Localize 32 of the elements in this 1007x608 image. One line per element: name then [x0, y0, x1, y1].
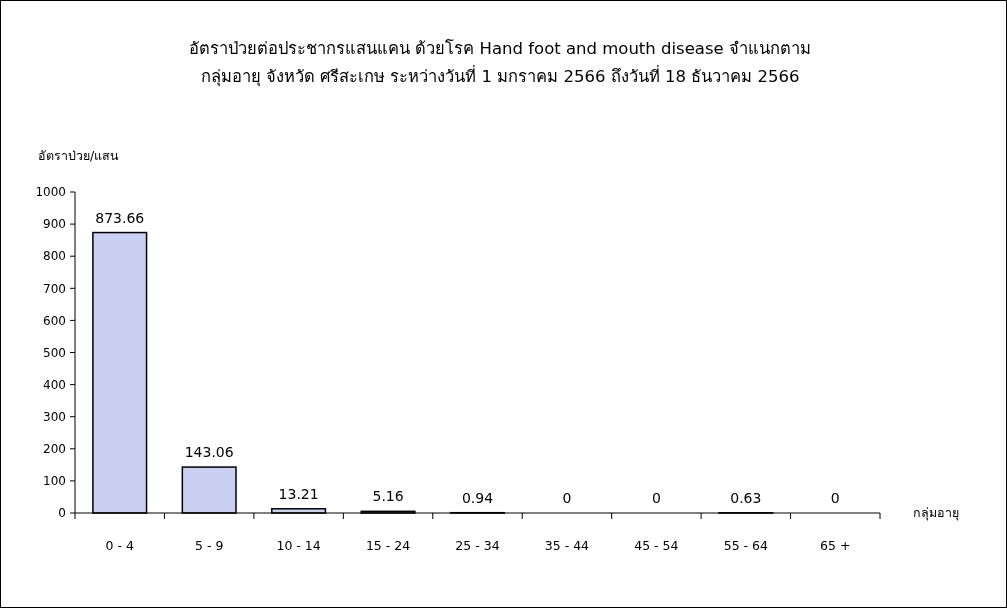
- data-label: 0.94: [461, 489, 494, 506]
- y-tick-label: 700: [43, 281, 66, 296]
- x-tick-label: 5 - 9: [194, 538, 224, 553]
- data-label: 13.21: [278, 485, 319, 502]
- y-tick-label: 400: [43, 377, 66, 392]
- x-tick-label: 0 - 4: [105, 538, 134, 553]
- x-tick-label: 55 - 64: [723, 538, 769, 553]
- y-tick-label: 1000: [35, 185, 66, 200]
- y-tick-label: 200: [43, 442, 66, 456]
- data-label: 873.66: [95, 209, 145, 226]
- y-tick-label: 800: [43, 249, 66, 264]
- y-tick-label: 0: [58, 506, 66, 521]
- y-tick-label: 900: [43, 217, 66, 232]
- y-tick-label: 600: [43, 313, 66, 328]
- x-tick-label: 15 - 24: [365, 538, 411, 553]
- x-tick-label: 35 - 44: [544, 538, 590, 553]
- data-label: 0: [830, 490, 840, 506]
- x-tick-label: 25 - 34: [455, 538, 500, 553]
- data-label: 0.63: [730, 489, 762, 506]
- x-axis-title: กลุ่มอายุ: [913, 505, 959, 521]
- x-tick-label: 10 - 14: [276, 538, 321, 553]
- data-label: 0: [651, 490, 661, 506]
- x-tick-label: 45 - 54: [634, 538, 679, 553]
- y-tick-label: 500: [43, 345, 66, 360]
- chart-title: อัตราป่วยต่อประชากรแสนแคน ด้วยโรค Hand foot and mouth disease จำแนกตาม กลุ่มอายุ จังหวัด ศรีสะเกษ ระหว่างวันที่ 1 มกราคม 2566 ถึงวันที่ 18 ธันวาคม 2566: [189, 39, 811, 87]
- data-label: 5.16: [372, 488, 404, 505]
- y-axis-title: อัตราป่วย/แสน: [38, 148, 120, 163]
- data-label: 143.06: [184, 444, 234, 461]
- y-tick-label: 100: [43, 474, 66, 489]
- y-tick-label: 300: [43, 409, 66, 424]
- x-tick-label: 65 +: [820, 538, 851, 553]
- data-label: 0: [562, 490, 572, 506]
